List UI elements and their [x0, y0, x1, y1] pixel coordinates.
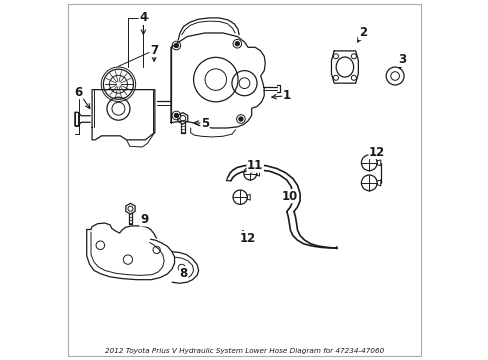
Text: 11: 11 — [246, 159, 263, 172]
Text: 9: 9 — [140, 213, 148, 226]
Bar — [75, 112, 78, 126]
Text: 6: 6 — [75, 86, 83, 99]
Text: 5: 5 — [201, 117, 209, 130]
Circle shape — [235, 41, 239, 46]
Circle shape — [174, 113, 178, 118]
Text: 2012 Toyota Prius V Hydraulic System Lower Hose Diagram for 47234-47060: 2012 Toyota Prius V Hydraulic System Low… — [104, 348, 384, 355]
Circle shape — [174, 43, 178, 48]
Text: 12: 12 — [368, 145, 385, 158]
Text: 3: 3 — [397, 53, 406, 66]
Text: 2: 2 — [358, 27, 366, 40]
Text: 1: 1 — [282, 89, 290, 102]
Text: 8: 8 — [179, 267, 187, 280]
Text: 12: 12 — [240, 231, 256, 244]
Circle shape — [238, 117, 243, 121]
Text: 4: 4 — [139, 12, 147, 24]
Text: 7: 7 — [150, 44, 158, 57]
Text: 10: 10 — [281, 190, 297, 203]
